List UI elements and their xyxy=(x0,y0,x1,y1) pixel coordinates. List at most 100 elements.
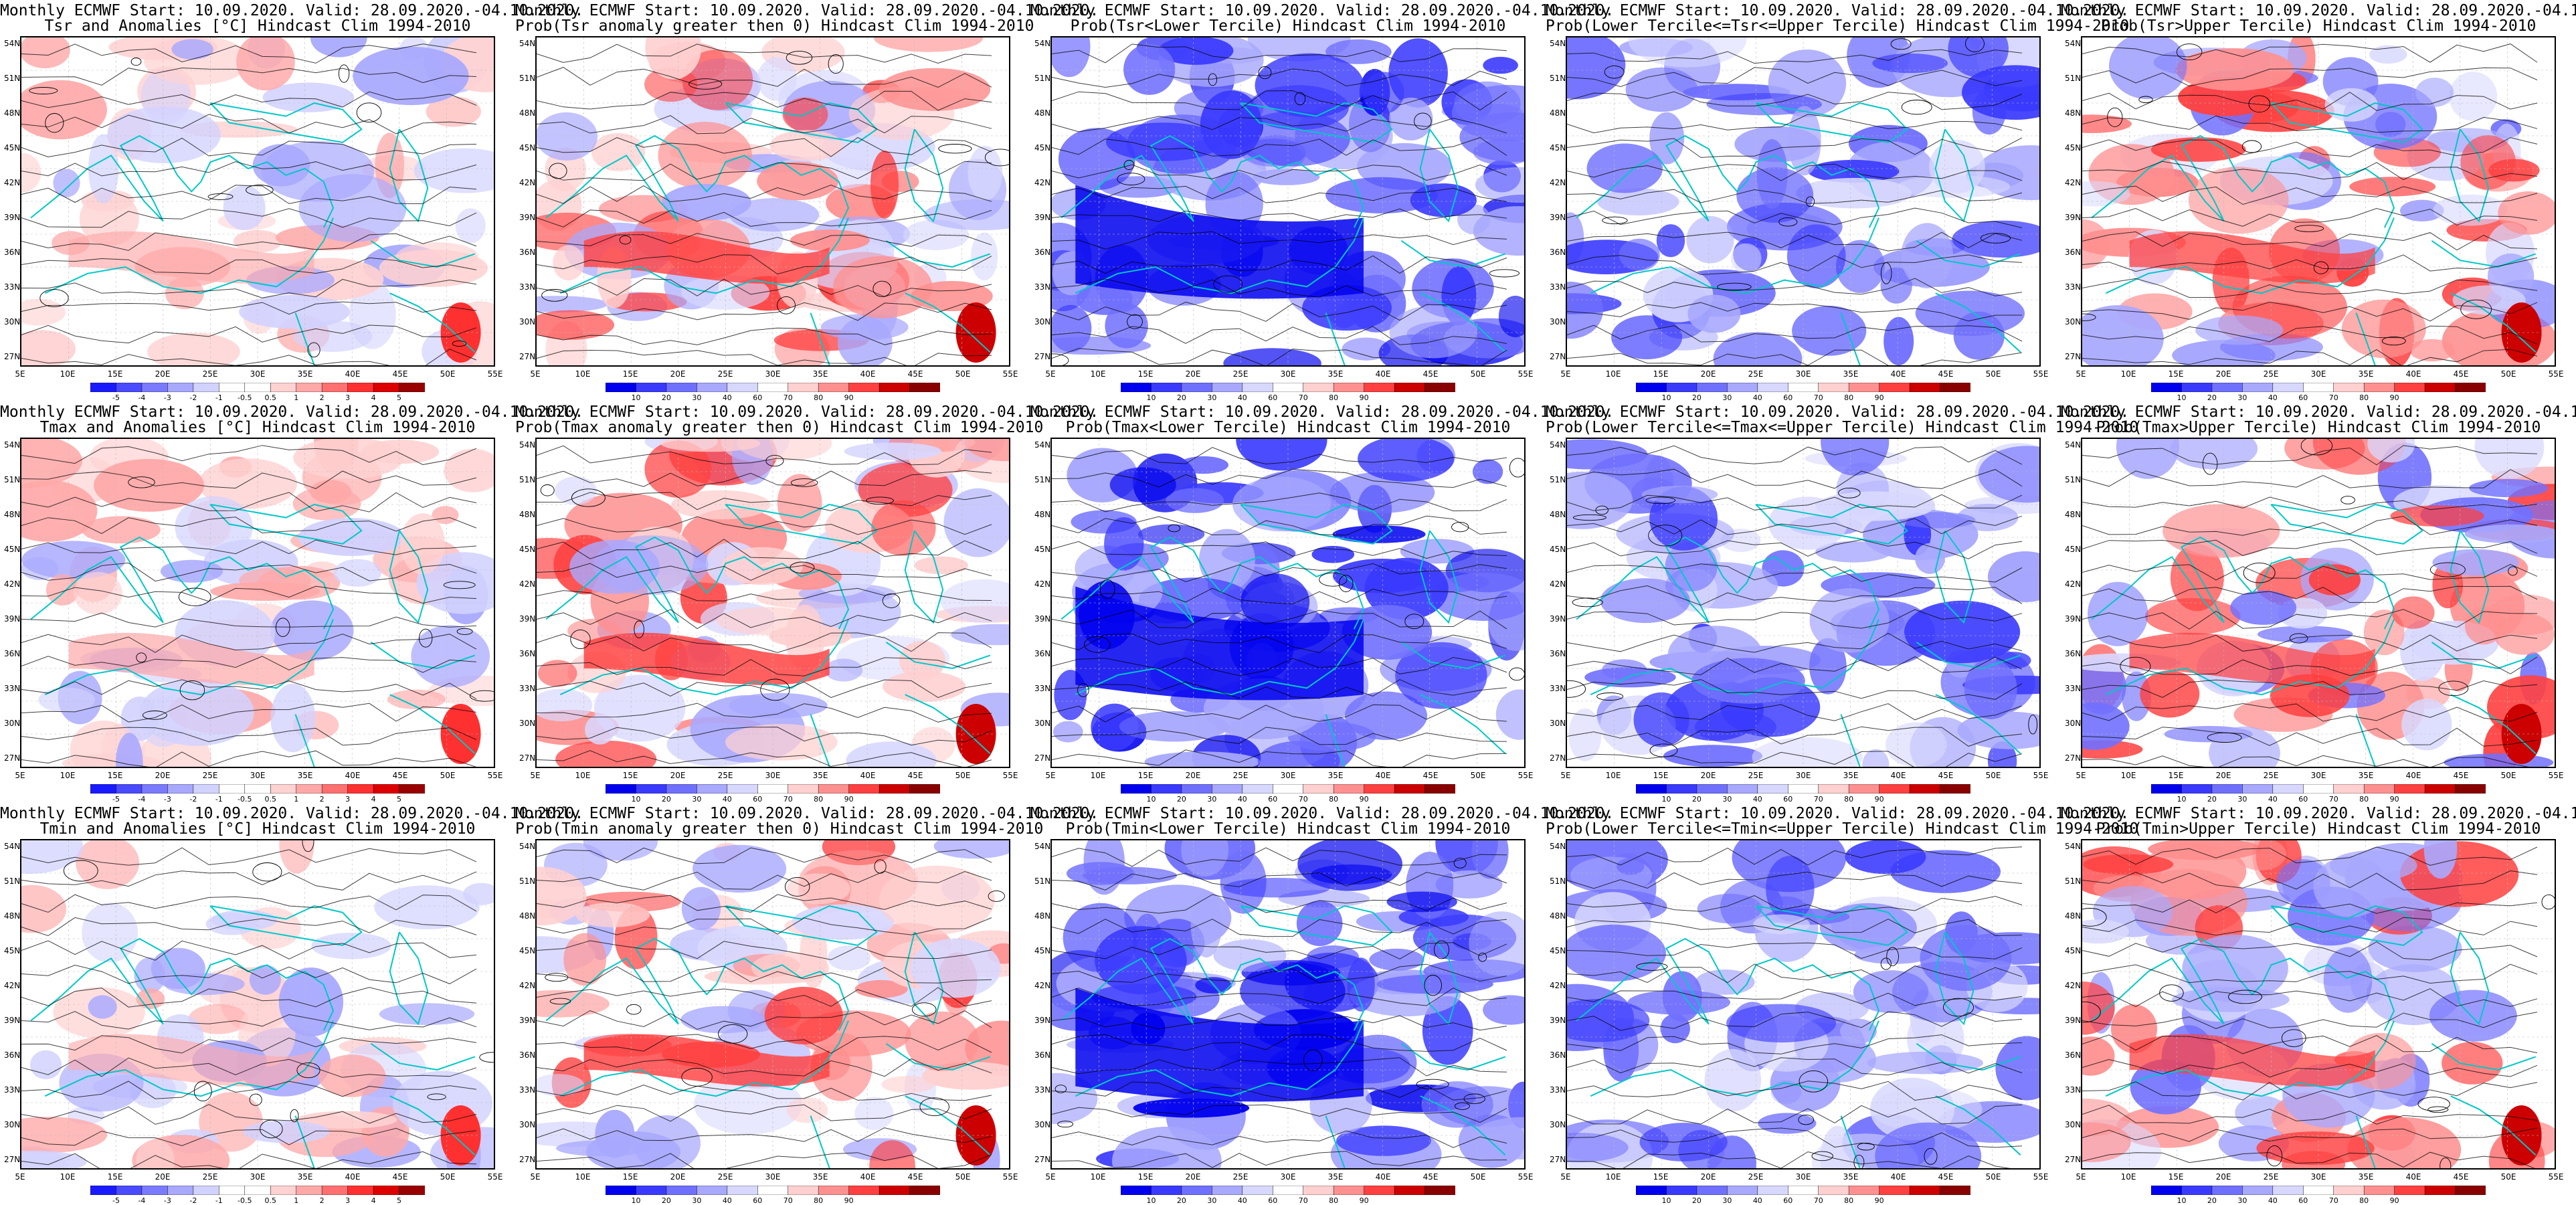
cold-probability-region xyxy=(1075,988,1364,1102)
colorbar-swatch xyxy=(2394,784,2425,794)
orographic-contour xyxy=(1798,1114,1815,1125)
shaded-region xyxy=(883,671,966,702)
isotherm-contour xyxy=(1567,189,2023,204)
latitude-label: 33N xyxy=(1034,1085,1051,1095)
colorbar-swatch xyxy=(757,1186,789,1195)
shaded-region xyxy=(278,967,344,1037)
longitude-label: 45E xyxy=(392,369,408,379)
shaded-region xyxy=(1483,995,1524,1025)
colorbar-tick-label: 1 xyxy=(294,1196,299,1205)
colorbar-swatch xyxy=(1273,1186,1304,1195)
longitude-label: 15E xyxy=(1653,1172,1669,1182)
shaded-region xyxy=(1344,691,1428,740)
orographic-contour xyxy=(1648,525,1683,547)
orographic-contour xyxy=(1636,962,1668,971)
shaded-region xyxy=(2429,990,2517,1042)
orographic-contour xyxy=(911,1002,937,1017)
shaded-region xyxy=(923,199,1009,231)
latitude-label: 27N xyxy=(4,753,21,763)
isotherm-contour xyxy=(2082,634,2538,652)
shaded-region xyxy=(82,903,139,963)
orographic-contour xyxy=(2248,95,2271,113)
shaded-region xyxy=(413,148,494,193)
shaded-region xyxy=(2367,439,2415,463)
isotherm-contour xyxy=(21,870,477,891)
longitude-label: 25E xyxy=(1748,369,1764,379)
longitude-label: 50E xyxy=(440,771,456,780)
coastline xyxy=(905,694,991,755)
shaded-region xyxy=(76,840,140,889)
colorbar-swatch xyxy=(1273,383,1304,392)
orographic-contour xyxy=(2159,984,2184,1002)
coastline xyxy=(370,1042,476,1071)
isotherm-contour xyxy=(1567,1057,2023,1076)
shaded-region xyxy=(1952,220,2039,258)
isotherm-contour xyxy=(2082,349,2538,365)
colorbar-tick-label: 30 xyxy=(692,393,702,402)
shaded-region xyxy=(1835,240,1885,293)
shaded-region xyxy=(293,320,373,352)
colorbar-tick-label: 10 xyxy=(2177,795,2187,804)
longitude-label: 55E xyxy=(487,369,503,379)
colorbar-swatch xyxy=(219,784,246,794)
shaded-region xyxy=(94,458,204,512)
colorbar-swatch xyxy=(1757,1186,1789,1195)
latitude-label: 27N xyxy=(2065,753,2082,763)
shaded-region xyxy=(1166,488,1224,513)
colorbar-swatch xyxy=(1940,1186,1970,1195)
shaded-region xyxy=(1376,974,1493,994)
colorbar-tick-label: 90 xyxy=(1874,393,1884,402)
colorbar-swatch xyxy=(636,784,667,794)
isotherm-contour xyxy=(537,516,992,535)
colorbar-tick-label: 60 xyxy=(2298,795,2308,804)
orographic-contour xyxy=(1604,65,1625,79)
shaded-region xyxy=(1473,206,1524,256)
shaded-region xyxy=(790,229,870,252)
colorbar-swatch xyxy=(2151,383,2183,392)
colorbar-tick-label: 60 xyxy=(1783,1196,1793,1205)
shaded-region xyxy=(1957,711,2039,749)
latitude-label: 45N xyxy=(2065,545,2082,554)
orographic-contour xyxy=(2427,1106,2449,1113)
orographic-contour xyxy=(142,711,167,720)
isotherm-contour xyxy=(1052,208,1507,222)
shaded-region xyxy=(585,715,615,745)
shaded-region xyxy=(1247,85,1349,130)
shaded-region xyxy=(1697,893,1762,924)
longitude-label: 50E xyxy=(1985,369,2001,379)
shaded-region xyxy=(2368,925,2462,972)
orographic-contour xyxy=(2082,1001,2101,1023)
colorbar-tick-label: 20 xyxy=(1691,393,1701,402)
colorbar-tick-label: 70 xyxy=(1298,393,1308,402)
coastline xyxy=(1325,312,1346,365)
longitude-label: 20E xyxy=(2215,771,2231,780)
colorbar-swatch xyxy=(1879,784,1910,794)
colorbar-swatch xyxy=(2181,784,2213,794)
isotherm-contour xyxy=(537,161,992,181)
isotherm-contour xyxy=(1567,1011,2023,1031)
shaded-region xyxy=(21,330,76,365)
forecast-panel: Monthly ECMWF Start: 10.09.2020. Valid: … xyxy=(1546,803,2138,1205)
longitude-label: 30E xyxy=(1795,771,1811,780)
colorbar-tick-label: 80 xyxy=(1329,393,1339,402)
isotherm-contour xyxy=(537,1058,992,1077)
orographic-contour xyxy=(1338,575,1354,592)
isotherm-contour xyxy=(537,965,992,984)
colorbar-swatch xyxy=(1788,383,1819,392)
colorbar-swatch xyxy=(1940,383,1970,392)
shaded-region xyxy=(298,174,407,242)
forecast-map xyxy=(1050,839,1526,1170)
colorbar-swatch xyxy=(818,1186,850,1195)
coastline xyxy=(1590,217,1879,294)
panel-title-line1: Monthly ECMWF Start: 10.09.2020. Valid: … xyxy=(1546,2,2130,19)
coastline xyxy=(1840,714,1861,767)
latitude-label: 27N xyxy=(2065,1155,2082,1164)
colorbar-swatch xyxy=(1333,383,1365,392)
latitude-label: 39N xyxy=(2065,213,2082,222)
shaded-region xyxy=(764,986,843,1044)
colorbar-tick-label: 0.5 xyxy=(264,393,276,402)
panel-title-line2: Tsr and Anomalies [°C] Hindcast Clim 199… xyxy=(44,17,471,35)
isotherm-contour xyxy=(2082,254,2538,272)
shaded-region xyxy=(88,134,119,204)
orographic-contour xyxy=(1303,1049,1323,1071)
